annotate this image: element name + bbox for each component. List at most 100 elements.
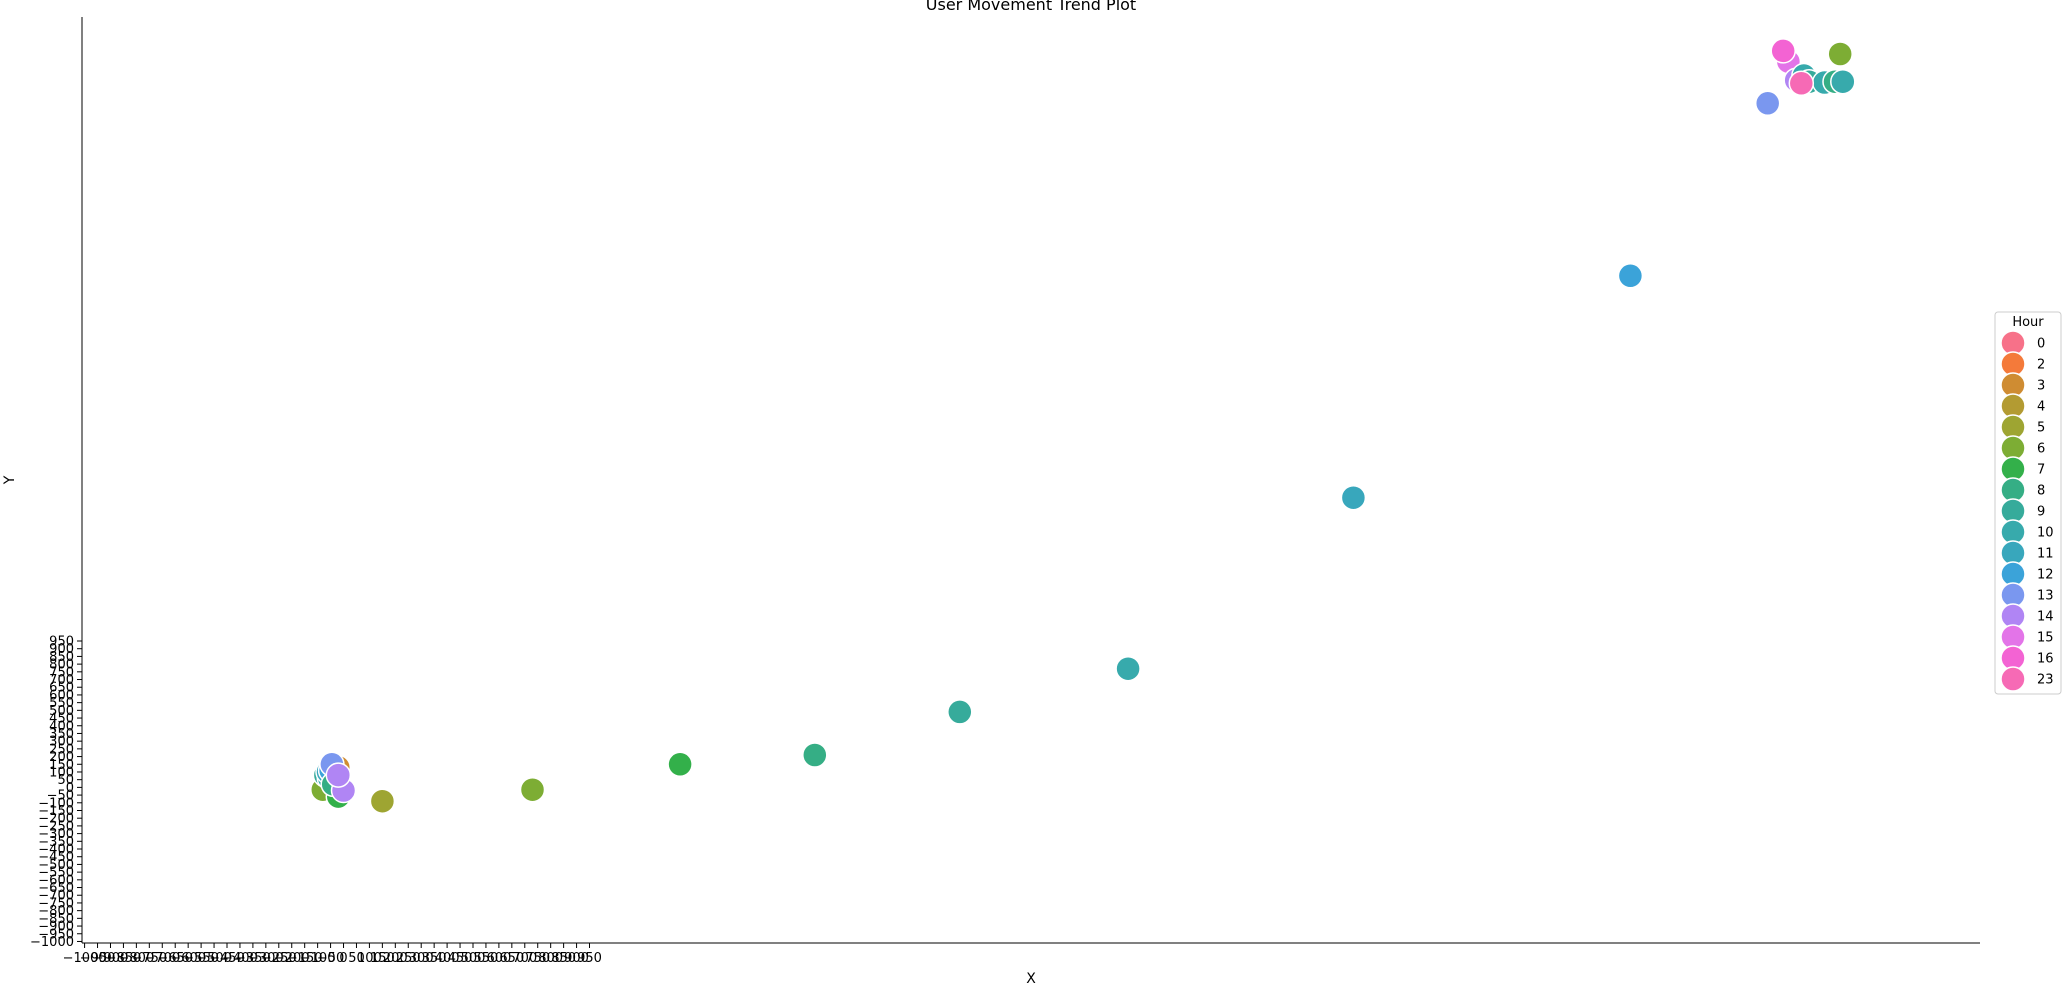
y-tick-label: 750: [49, 665, 74, 680]
x-tick-label: −1000: [63, 951, 107, 966]
y-tick-label: −150: [38, 804, 74, 819]
data-point: [325, 762, 352, 788]
x-ticks: −1000−950−900−850−800−750−700−650−600−55…: [63, 943, 602, 966]
x-tick-label: −850: [106, 951, 142, 966]
legend-label: 9: [2037, 505, 2045, 520]
x-tick-label: −200: [274, 951, 310, 966]
y-tick-label: −900: [38, 920, 74, 935]
x-tick-label: −600: [170, 951, 206, 966]
x-tick-label: −700: [144, 951, 180, 966]
legend-label: 12: [2037, 568, 2054, 583]
x-tick-label: −900: [93, 951, 129, 966]
y-tick-label: −300: [38, 827, 74, 842]
x-tick-label: −550: [183, 951, 219, 966]
y-tick-label: −650: [38, 881, 74, 896]
legend-label: 0: [2037, 337, 2045, 352]
x-tick-label: 900: [564, 951, 589, 966]
data-point: [1788, 70, 1815, 97]
x-tick-label: −150: [287, 951, 323, 966]
x-tick-label: −800: [119, 951, 155, 966]
data-point: [802, 742, 828, 768]
x-tick-label: −750: [131, 951, 167, 966]
y-tick-label: 0: [66, 781, 74, 796]
legend-label: 14: [2037, 610, 2054, 625]
y-tick-label: −500: [38, 858, 74, 873]
y-tick-label: 50: [57, 773, 74, 788]
y-tick-label: −450: [38, 850, 74, 865]
y-tick-label: −100: [38, 796, 74, 811]
y-tick-label: 250: [49, 742, 74, 757]
legend-label: 3: [2037, 379, 2045, 394]
data-point: [667, 751, 693, 778]
data-point: [519, 776, 546, 803]
y-tick-label: −850: [38, 912, 74, 927]
y-tick-label: −1000: [30, 935, 74, 950]
x-tick-label: 450: [448, 951, 473, 966]
legend-label: 4: [2037, 400, 2045, 415]
x-tick-label: −950: [80, 951, 116, 966]
x-tick-label: 100: [357, 951, 382, 966]
legend-label: 13: [2037, 589, 2054, 604]
y-tick-label: 150: [49, 758, 74, 773]
x-tick-label: −300: [248, 951, 284, 966]
y-tick-label: 300: [49, 735, 74, 750]
y-tick-label: 800: [49, 658, 74, 673]
x-tick-label: −100: [300, 951, 336, 966]
y-tick-label: 850: [49, 650, 74, 665]
y-tick-label: 450: [49, 712, 74, 727]
y-tick-label: 700: [49, 673, 74, 688]
legend-label: 16: [2037, 652, 2054, 667]
x-tick-label: 600: [486, 951, 511, 966]
data-point: [1827, 41, 1853, 67]
x-tick-label: 850: [551, 951, 576, 966]
y-tick-label: 600: [49, 688, 74, 703]
x-tick-label: 400: [435, 951, 460, 966]
x-tick-label: 800: [538, 951, 563, 966]
x-tick-label: 50: [348, 951, 365, 966]
y-tick-label: −700: [38, 889, 74, 904]
x-tick-label: 650: [499, 951, 524, 966]
y-tick-label: −600: [38, 873, 74, 888]
x-tick-label: −50: [317, 951, 344, 966]
x-tick-label: 550: [474, 951, 499, 966]
x-tick-label: −650: [157, 951, 193, 966]
x-tick-label: −350: [235, 951, 271, 966]
y-axis-title: Y: [2, 475, 18, 485]
y-tick-label: 900: [49, 642, 74, 657]
x-tick-label: −400: [222, 951, 258, 966]
legend-label: 7: [2037, 463, 2045, 478]
y-tick-label: −200: [38, 812, 74, 827]
y-tick-label: 100: [49, 765, 74, 780]
y-tick-label: −350: [38, 835, 74, 850]
y-tick-label: 550: [49, 696, 74, 711]
y-tick-label: 200: [49, 750, 74, 765]
y-tick-label: −800: [38, 904, 74, 919]
x-tick-label: 150: [370, 951, 395, 966]
legend-label: 2: [2037, 358, 2045, 373]
legend-label: 11: [2037, 547, 2054, 562]
data-point: [369, 788, 396, 814]
x-tick-label: 500: [461, 951, 486, 966]
legend-label: 10: [2037, 526, 2054, 541]
x-tick-label: 200: [383, 951, 408, 966]
y-tick-label: 500: [49, 704, 74, 719]
data-point: [1754, 90, 1781, 117]
y-tick-label: 350: [49, 727, 74, 742]
data-point: [1770, 38, 1796, 64]
y-tick-label: −750: [38, 896, 74, 911]
legend-label: 23: [2037, 673, 2054, 688]
legend-label: 8: [2037, 484, 2045, 499]
y-tick-label: −250: [38, 819, 74, 834]
legend-label: 6: [2037, 442, 2045, 457]
x-tick-label: 0: [339, 951, 347, 966]
legend-title: Hour: [2012, 315, 2044, 330]
x-tick-label: 950: [577, 951, 602, 966]
y-tick-label: −400: [38, 843, 74, 858]
y-tick-label: −950: [38, 927, 74, 942]
x-tick-label: 250: [396, 951, 421, 966]
x-tick-label: −500: [196, 951, 232, 966]
x-tick-label: 350: [422, 951, 447, 966]
